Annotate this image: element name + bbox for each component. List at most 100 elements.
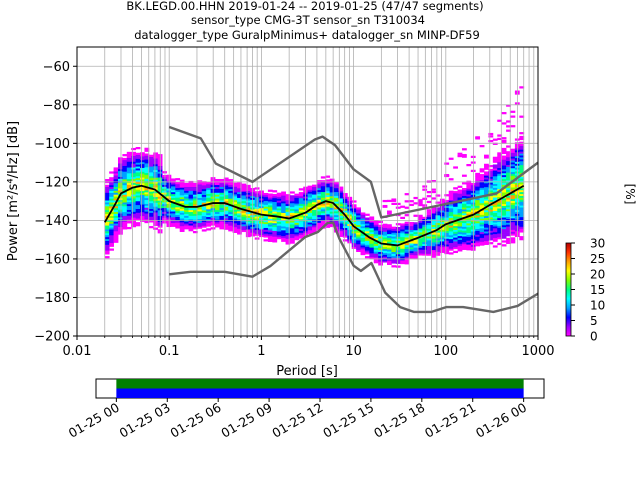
density-cell <box>426 216 432 220</box>
density-cell <box>113 194 119 197</box>
density-cell <box>104 200 110 203</box>
density-cell <box>232 182 238 185</box>
density-cell <box>466 203 472 207</box>
density-cell <box>113 205 119 209</box>
density-cell <box>245 223 251 226</box>
density-cell <box>109 202 114 205</box>
density-cell <box>223 183 229 186</box>
density-cell <box>316 184 322 187</box>
density-cell <box>422 197 428 200</box>
density-cell <box>219 182 225 186</box>
density-cell <box>276 213 282 217</box>
density-cell <box>329 190 335 193</box>
density-cell <box>237 222 242 225</box>
density-cell <box>232 196 238 199</box>
density-cell <box>162 203 167 207</box>
density-cell <box>267 226 273 229</box>
density-cell <box>422 241 428 245</box>
density-cell <box>144 205 150 208</box>
density-cell <box>501 172 507 176</box>
density-cell <box>206 191 211 194</box>
density-cell <box>391 261 397 264</box>
density-cell <box>126 213 132 216</box>
density-cell <box>104 184 110 188</box>
density-cell <box>140 188 145 192</box>
density-cell <box>439 246 445 250</box>
density-cell <box>488 238 494 241</box>
density-cell <box>197 214 203 218</box>
density-cell <box>479 224 485 227</box>
density-cell <box>232 209 238 212</box>
density-cell <box>206 228 211 231</box>
density-cell <box>448 246 454 249</box>
density-cell <box>475 207 481 210</box>
density-cell <box>131 190 137 193</box>
density-cell <box>104 211 110 215</box>
density-cell <box>501 192 507 195</box>
density-cell <box>510 237 516 240</box>
density-cell <box>170 209 176 212</box>
density-cell <box>126 161 132 164</box>
density-cell <box>135 193 141 196</box>
density-cell <box>237 184 242 187</box>
density-cell <box>510 154 516 157</box>
density-cell <box>400 225 406 228</box>
density-cell <box>382 225 388 228</box>
density-cell <box>148 204 154 208</box>
density-cell <box>431 232 436 235</box>
density-cell <box>201 206 207 209</box>
density-cell <box>448 229 454 232</box>
density-cell <box>342 231 348 234</box>
density-cell <box>294 205 300 208</box>
density-cell <box>475 197 481 201</box>
density-cell <box>356 245 361 249</box>
density-cell <box>457 220 463 223</box>
density-cell <box>391 236 397 239</box>
density-cell <box>387 212 392 215</box>
density-cell <box>281 218 286 221</box>
density-cell <box>413 229 419 233</box>
density-cell <box>506 232 511 235</box>
density-cell <box>409 243 414 246</box>
density-cell <box>479 229 485 233</box>
density-cell <box>426 200 432 204</box>
density-cell <box>263 231 269 234</box>
density-cell <box>272 203 278 206</box>
density-cell <box>492 138 498 141</box>
density-cell <box>135 208 141 211</box>
density-cell <box>492 164 498 167</box>
density-cell <box>426 251 432 254</box>
density-cell <box>162 178 167 182</box>
density-cell <box>285 198 291 201</box>
density-cell <box>104 231 110 234</box>
density-cell <box>484 198 489 201</box>
density-cell <box>285 211 291 214</box>
density-cell <box>245 204 251 207</box>
density-cell <box>329 194 335 197</box>
density-cell <box>400 238 406 242</box>
density-cell <box>479 145 485 148</box>
density-cell <box>188 225 194 228</box>
timeline-tick-label: 01-25 21 <box>422 400 478 441</box>
density-cell <box>307 231 313 235</box>
density-cell <box>325 179 331 182</box>
density-cell <box>351 227 357 230</box>
density-cell <box>135 210 141 213</box>
density-cell <box>281 222 286 225</box>
density-cell <box>170 199 176 202</box>
density-cell <box>426 238 432 241</box>
density-cell <box>245 231 251 234</box>
density-cell <box>148 154 154 157</box>
density-cell <box>223 192 229 196</box>
density-cell <box>223 208 229 211</box>
density-cell <box>506 153 511 156</box>
density-cell <box>356 230 361 233</box>
density-cell <box>245 188 251 191</box>
density-cell <box>461 148 467 151</box>
density-cell <box>444 230 450 233</box>
density-cell <box>307 185 313 188</box>
density-cell <box>162 200 167 203</box>
density-cell <box>109 200 114 203</box>
density-cell <box>162 205 167 209</box>
density-cell <box>241 189 247 192</box>
